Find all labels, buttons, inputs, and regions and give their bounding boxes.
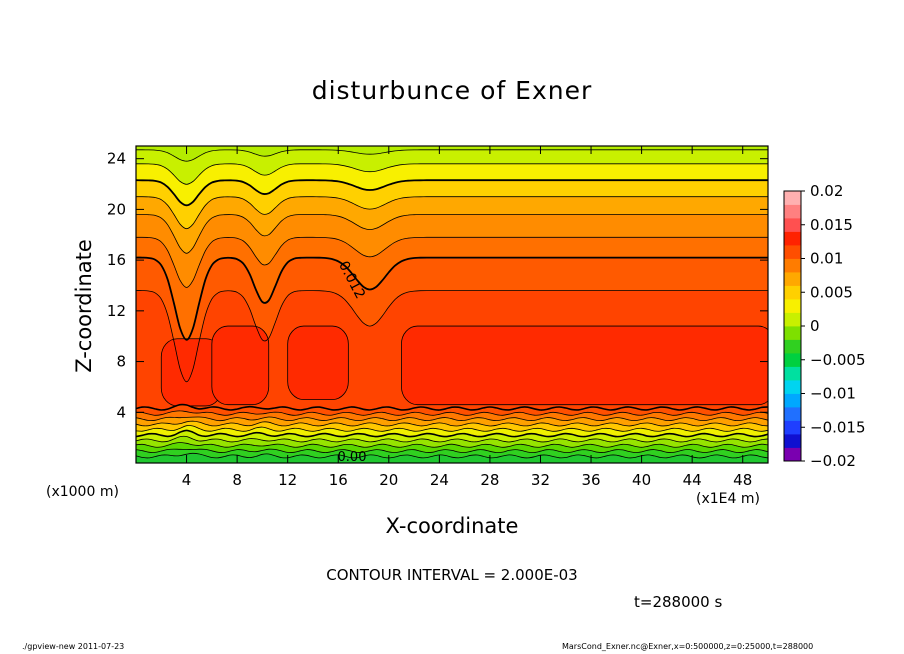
colorbar-step-13 <box>784 285 801 300</box>
colorbar-step-12 <box>784 299 801 313</box>
colorbar-step-9 <box>784 339 801 354</box>
colorbar-label-5: 0 <box>810 317 820 335</box>
footer-right: MarsCond_Exner.nc@Exner,x=0:500000,z=0:2… <box>562 642 814 651</box>
colorbar-step-11 <box>784 312 801 327</box>
colorbar-step-5 <box>784 393 801 408</box>
surface-contour-6 <box>136 429 768 438</box>
colorbar-label-1: 0.02 <box>810 182 843 200</box>
x-tick-label-4: 4 <box>182 471 192 489</box>
core-cell-3 <box>287 325 349 400</box>
contour-label-2: 0.00 <box>338 450 367 465</box>
surface-contour-9 <box>136 448 768 454</box>
colorbar-step-10 <box>784 326 801 340</box>
colorbar-step-14 <box>784 272 801 286</box>
colorbar-label-7: −0.01 <box>810 385 856 403</box>
contour-line-2 <box>136 163 768 185</box>
contour-line-5 <box>136 214 768 254</box>
colorbar-step-1 <box>784 447 801 462</box>
x-tick-label-8: 8 <box>232 471 242 489</box>
colorbar-step-18 <box>784 218 801 232</box>
core-cell-2 <box>211 325 270 406</box>
colorbar-step-15 <box>784 258 801 273</box>
surface-contour-4 <box>136 420 768 427</box>
colorbar-label-9: −0.02 <box>810 452 856 470</box>
y-tick-label-24: 24 <box>107 150 126 168</box>
surface-contour-10 <box>136 452 768 459</box>
footer-left: ./gpview-new 2011-07-23 <box>22 642 125 651</box>
surface-contour-7 <box>136 435 768 443</box>
colorbar-label-6: −0.005 <box>810 351 866 369</box>
colorbar-step-8 <box>784 353 801 367</box>
colorbar-step-20 <box>784 191 801 205</box>
colorbar-label-3: 0.01 <box>810 250 843 268</box>
surface-contour-1 <box>136 403 768 411</box>
colorbar-step-2 <box>784 434 801 448</box>
x-tick-label-12: 12 <box>278 471 297 489</box>
contour-line-3 <box>136 179 768 207</box>
colorbar: 0.02 0.015 0.01 0.005 0 −0.005 −0.01 −0.015 −0.0… <box>783 182 866 470</box>
contour-line-7 <box>136 256 768 341</box>
time-stamp: t=288000 s <box>634 593 723 611</box>
y-axis-label: Z-coordinate <box>72 239 96 373</box>
surface-contour-8 <box>136 442 768 448</box>
colorbar-step-17 <box>784 231 801 246</box>
contour-line-6 <box>136 236 768 288</box>
contour-line-8 <box>136 290 768 383</box>
y-axis-unit: (x1000 m) <box>46 484 119 500</box>
x-axis-label: X-coordinate <box>385 514 519 538</box>
contour-line-4 <box>136 196 768 230</box>
surface-contour-2 <box>136 410 768 416</box>
x-tick-label-28: 28 <box>480 471 499 489</box>
colorbar-step-3 <box>784 420 801 435</box>
y-tick-label-16: 16 <box>107 251 126 269</box>
x-axis-unit: (x1E4 m) <box>696 491 760 507</box>
colorbar-label-8: −0.015 <box>810 418 866 436</box>
surface-layer-10 <box>136 453 768 463</box>
y-tick-label-8: 8 <box>116 353 126 371</box>
x-tick-label-40: 40 <box>632 471 651 489</box>
chart-title: disturbunce of Exner <box>311 76 593 105</box>
y-tick-label-4: 4 <box>116 403 126 421</box>
colorbar-label-2: 0.015 <box>810 216 853 234</box>
colorbar-step-6 <box>784 380 801 394</box>
surface-contour-3 <box>136 416 768 422</box>
x-tick-label-32: 32 <box>531 471 550 489</box>
y-tick-label-20: 20 <box>107 200 126 218</box>
plot-frame <box>135 145 769 464</box>
x-tick-label-36: 36 <box>581 471 600 489</box>
x-tick-label-48: 48 <box>733 471 752 489</box>
colorbar-step-16 <box>784 245 801 259</box>
surface-contour-5 <box>136 425 768 432</box>
x-tick-label-44: 44 <box>683 471 702 489</box>
x-tick-label-16: 16 <box>329 471 348 489</box>
x-tick-label-24: 24 <box>430 471 449 489</box>
core-cell-4 <box>401 325 768 406</box>
y-tick-label-12: 12 <box>107 302 126 320</box>
contour-line-1 <box>136 149 768 162</box>
colorbar-step-7 <box>784 366 801 381</box>
colorbar-step-4 <box>784 407 801 421</box>
colorbar-step-19 <box>784 204 801 219</box>
x-tick-label-20: 20 <box>379 471 398 489</box>
colorbar-label-4: 0.005 <box>810 283 853 301</box>
contour-interval-text: CONTOUR INTERVAL = 2.000E-03 <box>326 566 578 584</box>
